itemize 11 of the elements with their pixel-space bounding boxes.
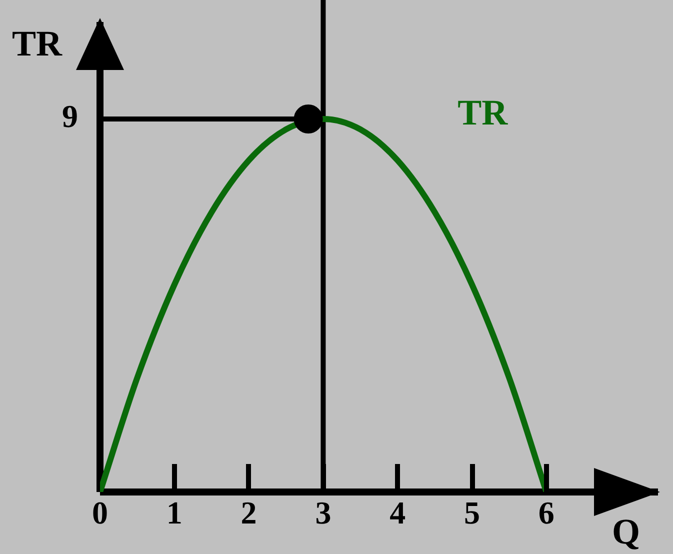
x-tick-label: 0 (92, 494, 108, 530)
series-label: TR (458, 92, 509, 133)
x-tick-label: 3 (315, 494, 332, 530)
text: 9 (62, 98, 78, 134)
x-tick-label: 6 (538, 494, 554, 530)
x-axis-title: Q (612, 511, 640, 552)
x-tick-label: 2 (240, 494, 257, 530)
x-tick-label: 1 (166, 494, 182, 530)
x-tick-label: 5 (464, 494, 480, 530)
y-axis-title: TR (12, 23, 64, 64)
x-tick-label: 4 (390, 494, 406, 530)
